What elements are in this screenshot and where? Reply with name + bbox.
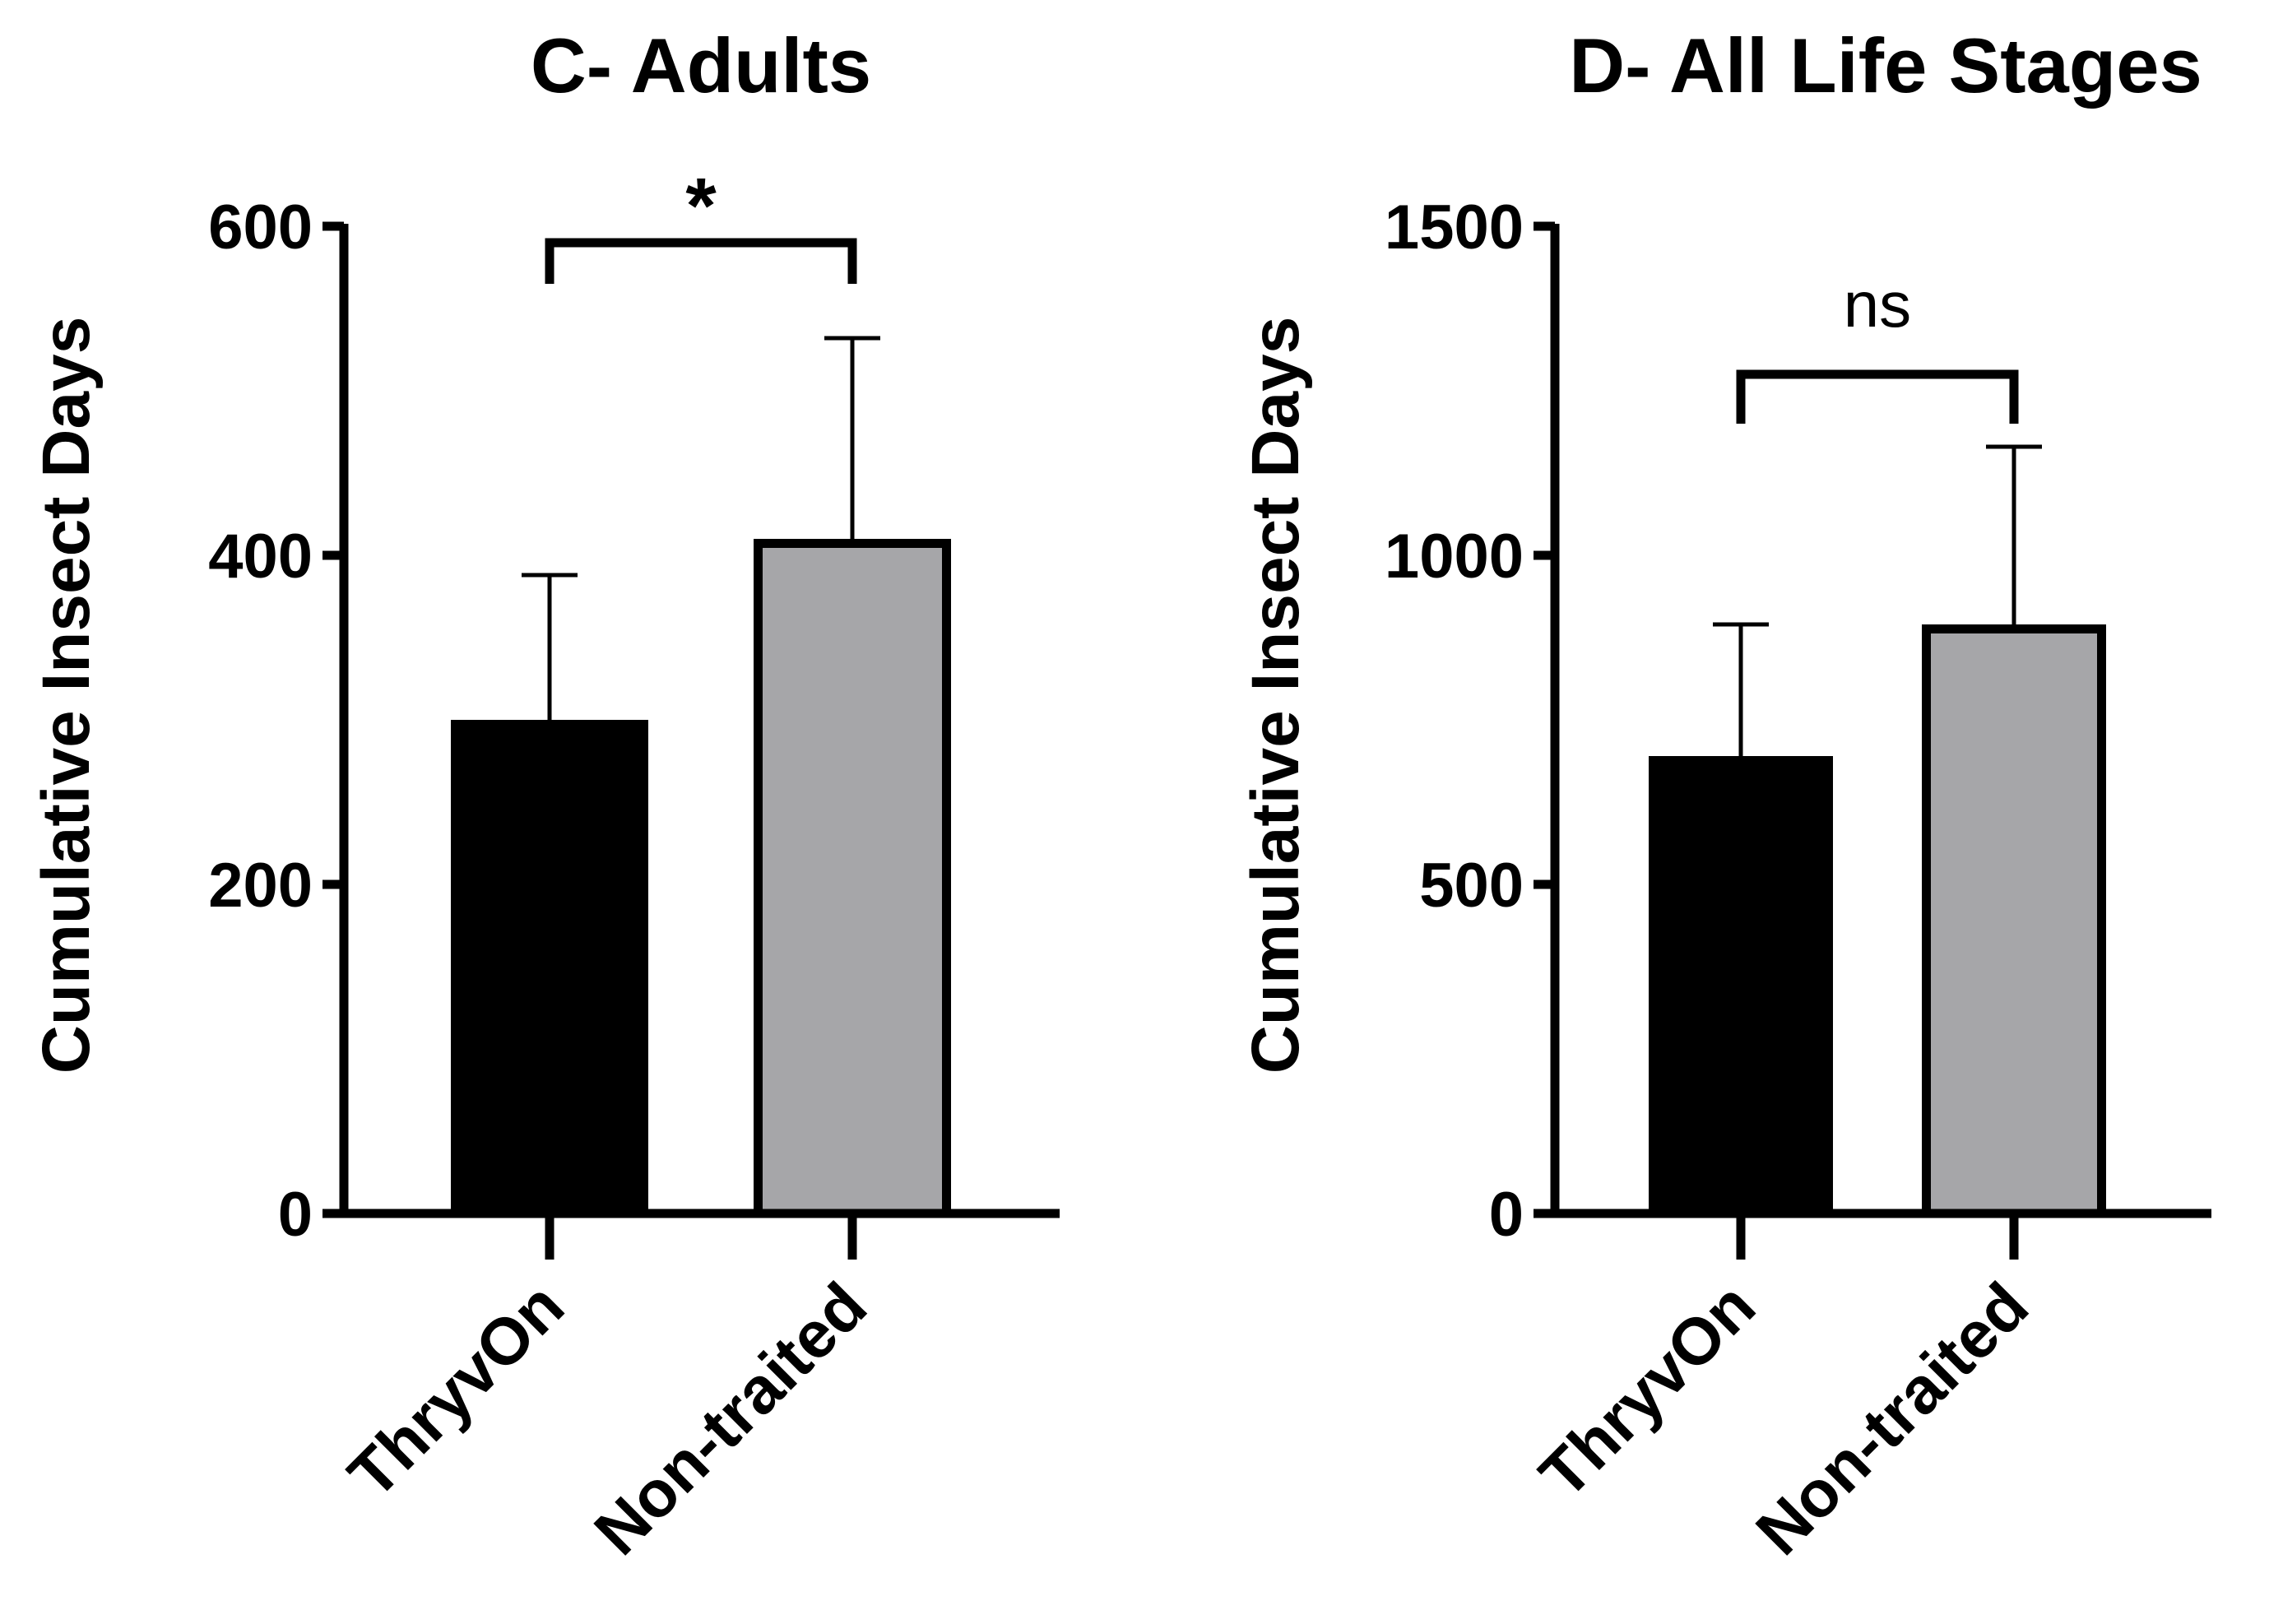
- x-tick-label: Non-traited: [1742, 1269, 2042, 1569]
- bar: [1922, 624, 2106, 1218]
- y-tick-label: 200: [208, 851, 313, 921]
- significance-label: *: [685, 162, 717, 250]
- x-tick-label: ThryvOn: [1525, 1269, 1769, 1512]
- significance-label: ns: [1844, 268, 1911, 341]
- y-axis-label: Cumulative Insect Days: [1238, 317, 1313, 1074]
- y-tick-label: 1000: [1385, 522, 1524, 592]
- y-tick-label: 0: [1489, 1180, 1524, 1250]
- panel-d: D- All Life Stages Cumulative Insect Day…: [1238, 22, 2211, 1569]
- panel-c-marks: 0 200 400 600 ThryvOn Non-traited *: [208, 162, 1060, 1569]
- chart-title: C- Adults: [531, 22, 871, 109]
- y-tick-label: 500: [1419, 851, 1524, 921]
- y-tick-label: 400: [208, 522, 313, 592]
- y-axis-label: Cumulative Insect Days: [29, 317, 104, 1074]
- significance-bracket: [1736, 369, 2019, 424]
- chart-title: D- All Life Stages: [1569, 22, 2202, 109]
- bar: [1649, 756, 1833, 1213]
- x-tick-label: Non-traited: [580, 1269, 880, 1569]
- bar: [451, 720, 648, 1213]
- y-tick-label: 1500: [1385, 193, 1524, 262]
- y-tick-label: 0: [278, 1180, 313, 1250]
- y-tick-label: 600: [208, 193, 313, 262]
- significance-bracket: [545, 238, 857, 284]
- panel-c: C- Adults Cumulative Insect Days 0 200 400…: [29, 22, 1060, 1569]
- x-tick-label: ThryvOn: [334, 1269, 578, 1512]
- bar: [754, 539, 951, 1218]
